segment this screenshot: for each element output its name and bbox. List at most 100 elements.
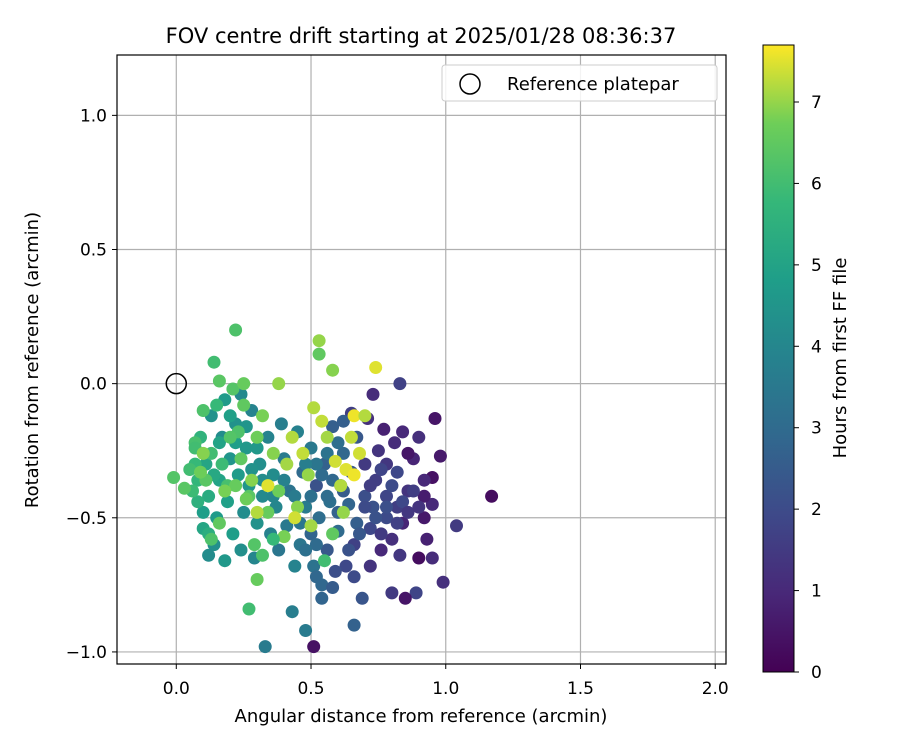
colorbar-tick-label: 0: [811, 663, 822, 683]
scatter-point: [250, 505, 264, 519]
x-tick-label: 0.0: [163, 679, 190, 699]
y-axis-ticks: −1.0 −0.5 0.0 0.5 1.0: [66, 106, 117, 663]
scatter-point: [229, 479, 243, 493]
scatter-point: [223, 430, 237, 444]
scatter-point: [258, 640, 272, 654]
scatter-point: [250, 516, 264, 530]
scatter-point: [409, 586, 423, 600]
scatter-point: [331, 436, 345, 450]
scatter-point: [358, 457, 372, 471]
scatter-point: [485, 489, 499, 503]
legend-entry-reference: Reference platepar: [507, 74, 679, 95]
scatter-point: [280, 457, 294, 471]
scatter-point: [299, 543, 313, 557]
chart-title: FOV centre drift starting at 2025/01/28 …: [166, 24, 677, 48]
scatter-point: [272, 543, 286, 557]
scatter-point: [350, 516, 364, 530]
legend-marker-icon: [459, 73, 481, 95]
x-tick-label: 1.5: [567, 679, 594, 699]
scatter-point: [296, 446, 310, 460]
scatter-point: [204, 532, 218, 546]
scatter-point: [277, 473, 291, 487]
scatter-point: [250, 430, 264, 444]
scatter-point: [191, 495, 205, 509]
colorbar-gradient: [762, 44, 795, 673]
scatter-point: [396, 425, 410, 439]
colorbar-tick-label: 5: [811, 256, 822, 276]
scatter-point: [358, 409, 372, 423]
scatter-point: [385, 479, 399, 493]
y-axis-label: Rotation from reference (arcmin): [22, 212, 43, 508]
scatter-point: [355, 591, 369, 605]
scatter-point: [339, 559, 353, 573]
scatter-point: [237, 377, 251, 391]
scatter-point: [369, 361, 383, 374]
scatter-point: [328, 564, 342, 578]
scatter-point: [320, 543, 334, 557]
scatter-point: [304, 489, 318, 503]
scatter-point: [215, 457, 229, 471]
scatter-point: [231, 468, 245, 482]
scatter-point: [212, 516, 226, 530]
scatter-point: [256, 409, 269, 423]
scatter-point: [285, 430, 299, 444]
colorbar-tick-label: 4: [811, 337, 822, 357]
colorbar-tick-label: 2: [811, 500, 822, 520]
scatter-point: [307, 401, 321, 415]
scatter-point: [245, 463, 259, 476]
legend-box: [441, 64, 718, 102]
scatter-point: [347, 468, 361, 482]
scatter-point: [328, 454, 342, 468]
scatter-point: [234, 452, 248, 466]
plot-frame: [116, 54, 727, 665]
scatter-point: [196, 505, 210, 519]
scatter-point: [425, 497, 439, 511]
scatter-point: [309, 570, 323, 584]
scatter-point: [390, 516, 404, 530]
scatter-point: [285, 605, 299, 619]
scatter-point: [380, 511, 393, 525]
scatter-point: [353, 446, 366, 460]
scatter-point: [280, 519, 294, 533]
y-tick-label: 0.5: [80, 241, 107, 261]
scatter-point: [239, 492, 253, 506]
scatter-point: [221, 495, 234, 509]
scatter-point: [315, 468, 329, 482]
scatter-point: [312, 334, 326, 348]
scatter-point: [277, 530, 291, 544]
scatter-point: [371, 444, 385, 458]
scatter-point: [256, 489, 269, 503]
scatter-point: [388, 436, 402, 450]
scatter-point: [336, 505, 350, 519]
scatter-point: [288, 489, 302, 503]
scatter-point: [239, 441, 253, 455]
x-tick-label: 1.0: [432, 679, 459, 699]
scatter-point: [167, 471, 181, 484]
scatter-point: [401, 446, 415, 460]
scatter-point: [380, 500, 393, 514]
scatter-point: [223, 409, 237, 423]
scatter-point: [417, 473, 431, 487]
scatter-point: [183, 463, 197, 476]
scatter-point: [288, 511, 302, 525]
scatter-point: [261, 505, 275, 519]
scatter-point: [396, 495, 410, 509]
scatter-point: [272, 484, 286, 498]
x-axis-ticks: 0.0 0.5 1.0 1.5 2.0: [163, 664, 729, 699]
scatter-point: [450, 519, 463, 533]
scatter-point: [229, 323, 243, 337]
scatter-point: [299, 457, 313, 471]
scatter-point: [261, 479, 275, 493]
scatter-point: [196, 404, 210, 417]
scatter-point: [320, 430, 334, 444]
scatter-point: [406, 484, 420, 498]
scatter-point: [210, 398, 224, 412]
scatter-point: [212, 436, 226, 450]
scatter-point: [374, 527, 388, 541]
scatter-point: [207, 355, 221, 369]
scatter-point: [436, 575, 450, 589]
scatter-point: [417, 489, 431, 503]
scatter-point: [202, 548, 216, 562]
scatter-point: [353, 527, 366, 541]
scatter-point: [307, 559, 321, 573]
